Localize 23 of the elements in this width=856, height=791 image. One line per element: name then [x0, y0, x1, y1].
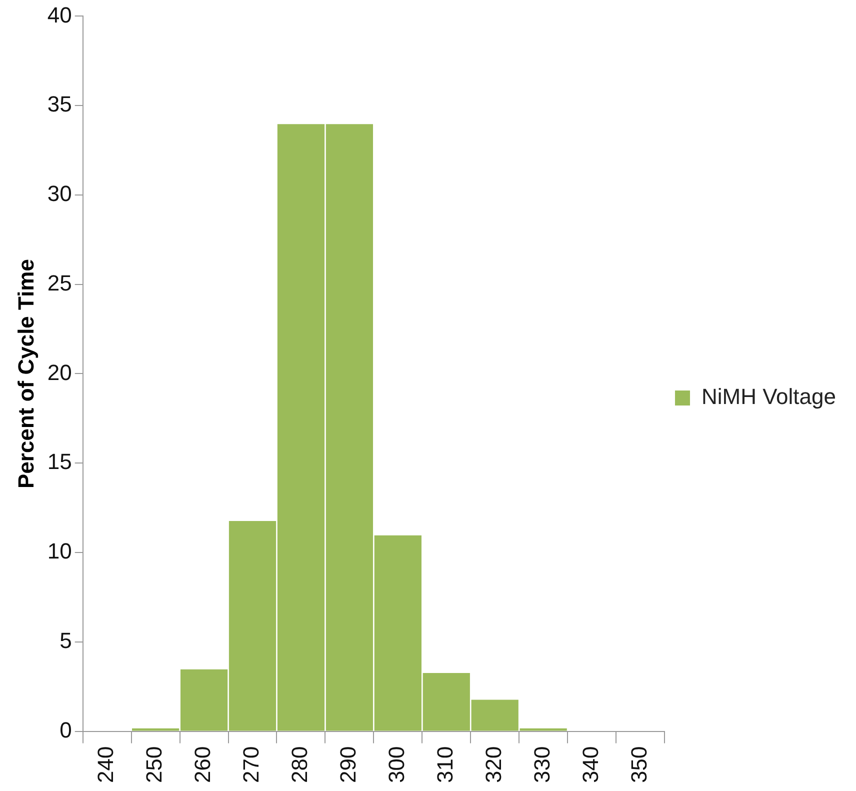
x-tick-label: 320: [480, 746, 506, 784]
y-tick-label: 20: [47, 360, 72, 385]
y-tick-label: 15: [47, 449, 72, 474]
y-tick-label: 30: [47, 181, 72, 206]
y-tick-label: 35: [47, 92, 72, 117]
x-tick-label: 290: [336, 746, 361, 784]
x-tick-label: 300: [384, 746, 409, 784]
legend-label: NiMH Voltage: [701, 384, 836, 410]
y-tick-label: 40: [47, 2, 72, 28]
x-tick-label: 330: [529, 746, 554, 784]
y-tick-label: 25: [47, 270, 72, 296]
x-tick-label: 240: [93, 746, 118, 784]
y-tick-label: 5: [60, 628, 72, 653]
x-tick-label: 260: [190, 746, 216, 784]
x-tick-label: 350: [626, 746, 652, 784]
x-tick-label: 250: [142, 746, 167, 784]
x-tick-label: 340: [578, 746, 603, 784]
y-tick-label: 10: [47, 538, 72, 564]
x-tick-label: 280: [287, 746, 312, 784]
x-tick-label: 310: [432, 746, 458, 784]
x-tick-label: 270: [238, 746, 264, 784]
y-tick-label: 0: [60, 717, 72, 742]
y-axis-title: Percent of Cycle Time: [13, 259, 38, 488]
